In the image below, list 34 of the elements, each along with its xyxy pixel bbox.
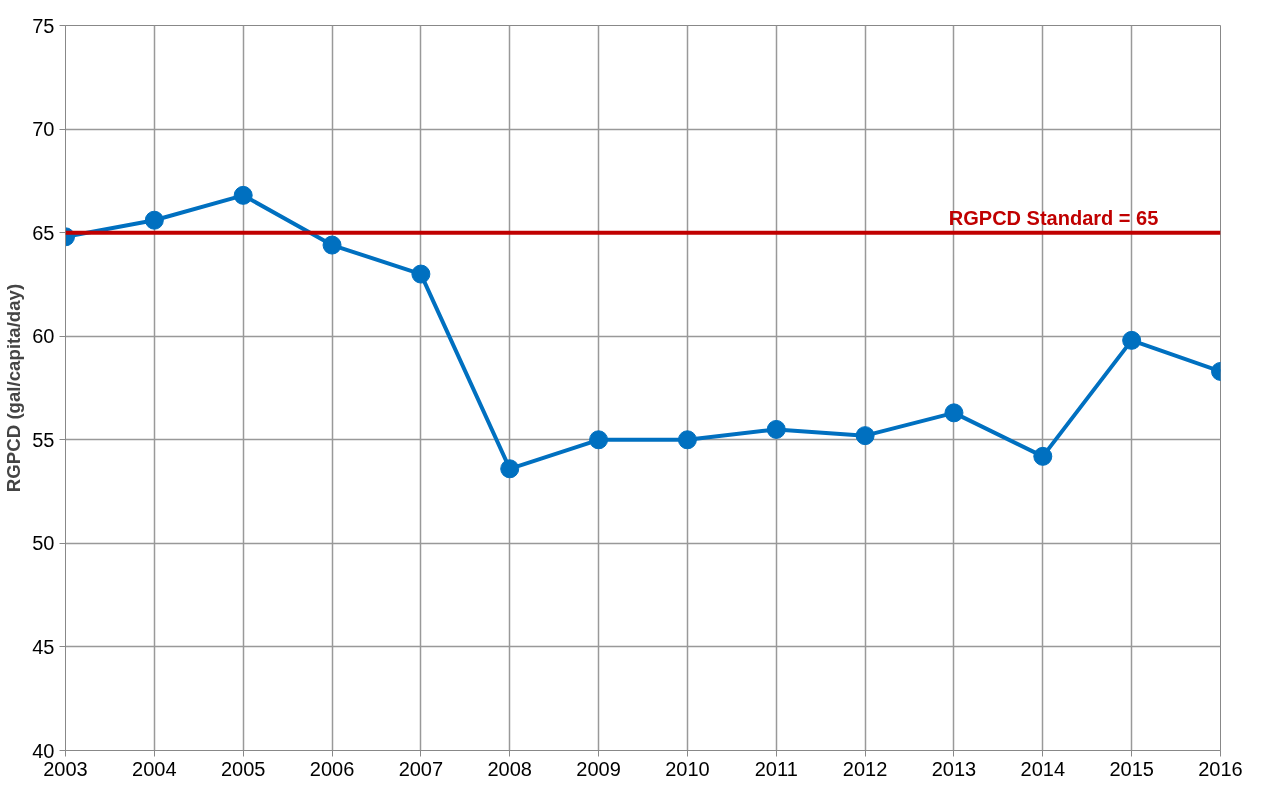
point [855, 426, 875, 446]
point [500, 459, 520, 479]
x-tick-label: 2015 [1109, 757, 1154, 780]
point [1033, 446, 1053, 466]
point [411, 264, 431, 284]
y-tick-label: 60 [32, 325, 55, 348]
y-tick-label: 70 [32, 118, 55, 141]
y-tick-label: 65 [32, 221, 55, 244]
y-axis-title: RGPCD (gal/capita/day) [3, 283, 25, 493]
x-tick-label: 2008 [487, 757, 532, 780]
point [677, 430, 697, 450]
x-tick-label: 2004 [132, 757, 177, 780]
x-tick-label: 2006 [309, 757, 355, 780]
x-tick-label: 2007 [398, 757, 444, 780]
x-tick-label: 2009 [576, 757, 621, 780]
x-tick-label: 2010 [665, 757, 710, 780]
point [766, 419, 786, 439]
point [1122, 330, 1142, 350]
x-tick-label: 2005 [220, 757, 266, 780]
ref-line-label: RGPCD Standard = 65 [948, 206, 1159, 229]
x-tick-label: 2016 [1198, 757, 1243, 780]
x-tick-label: 2013 [931, 757, 977, 780]
point [322, 235, 342, 255]
point [944, 403, 964, 423]
y-tick-label: 55 [32, 428, 55, 451]
y-tick-label: 45 [32, 635, 55, 658]
point [233, 185, 253, 205]
y-tick-label: 50 [32, 532, 55, 555]
point [144, 210, 164, 230]
x-tick-label: 2011 [754, 757, 798, 780]
y-tick-label: 75 [32, 14, 55, 37]
x-tick-label: 2014 [1020, 757, 1066, 780]
point [589, 430, 609, 450]
x-tick-label: 2012 [842, 757, 888, 780]
